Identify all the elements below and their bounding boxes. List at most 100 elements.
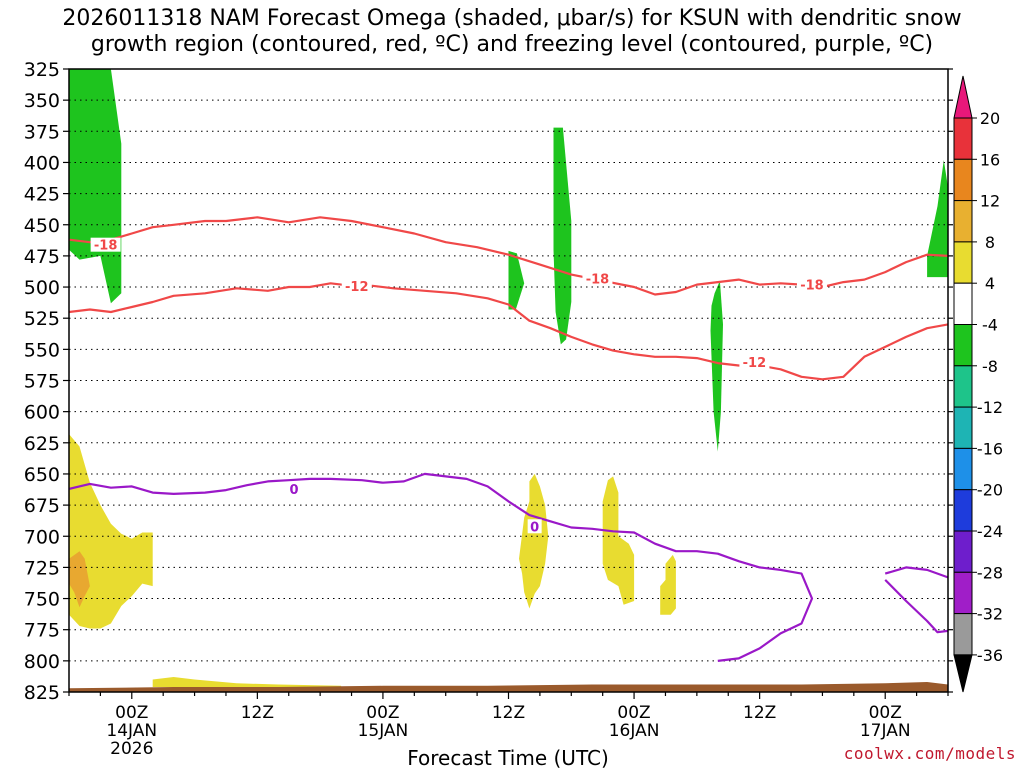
x-tick-label: 12Z bbox=[492, 703, 525, 723]
colorbar-label: -32 bbox=[977, 605, 1003, 624]
contour-label-bg bbox=[527, 519, 542, 534]
x-tick-label: 00Z bbox=[869, 703, 902, 723]
plot-content: -18 -18 -18 -12 -12 0 0 bbox=[69, 69, 948, 692]
omega-colorbar: 20 16 12 8 4 -4 -8 -12 -16 -20 -24 -28 -32 -36 bbox=[953, 75, 1003, 693]
plot-area: -18 -18 -18 -12 -12 0 0 bbox=[69, 69, 948, 692]
colorbar-label: -12 bbox=[977, 398, 1003, 417]
plot-frame bbox=[68, 68, 949, 693]
colorbar-box bbox=[953, 117, 973, 160]
colorbar-box bbox=[953, 489, 973, 532]
contour-label: -12 bbox=[345, 280, 369, 295]
x-tick-label: 15JAN bbox=[358, 721, 409, 741]
x-tick-label: 00Z bbox=[115, 703, 148, 723]
colorbar-label: -16 bbox=[977, 439, 1003, 458]
chart-title-line-2: growth region (contoured, red, ºC) and f… bbox=[90, 32, 934, 57]
colorbar-box bbox=[953, 324, 973, 367]
y-tick-label: 775 bbox=[24, 620, 60, 642]
colorbar-bottom-arrow bbox=[953, 654, 973, 693]
y-tick-label: 375 bbox=[24, 121, 60, 143]
x-tick-label: 14JAN bbox=[106, 721, 157, 741]
omega-shade-2 bbox=[553, 127, 572, 345]
x-tick-label: 16JAN bbox=[609, 721, 660, 741]
x-tick-label: 2026 bbox=[110, 739, 153, 759]
contour-line-1 bbox=[69, 282, 948, 381]
y-tick-label: 725 bbox=[24, 557, 60, 579]
omega-shade-3 bbox=[710, 280, 723, 452]
x-tick-label: 00Z bbox=[617, 703, 650, 723]
contour-label-bg bbox=[341, 278, 372, 293]
contour-label: 0 bbox=[289, 483, 298, 498]
contour-label-bg bbox=[90, 237, 121, 252]
colorbar-box bbox=[953, 406, 973, 449]
contour-line-2 bbox=[69, 472, 814, 662]
colorbar-label: 20 bbox=[980, 109, 1000, 128]
colorbar-box bbox=[953, 447, 973, 491]
site-credit: coolwx.com/models bbox=[843, 744, 1016, 763]
omega-shade-0 bbox=[69, 69, 122, 304]
y-tick-label: 475 bbox=[24, 246, 60, 268]
colorbar-label: -4 bbox=[982, 316, 998, 335]
y-tick-label: 825 bbox=[24, 682, 60, 704]
colorbar-box bbox=[953, 571, 973, 615]
y-tick-label: 600 bbox=[24, 402, 60, 424]
omega-shade-8 bbox=[660, 554, 676, 615]
x-tick-label: 00Z bbox=[366, 703, 399, 723]
omega-shade-4 bbox=[927, 160, 948, 278]
contour-label: 0 bbox=[530, 520, 539, 535]
x-axis-title: Forecast Time (UTC) bbox=[407, 746, 609, 770]
contour-label-bg bbox=[582, 271, 613, 286]
colorbar-label: 16 bbox=[980, 150, 1000, 169]
y-tick-label: 450 bbox=[24, 215, 60, 237]
y-tick-label: 350 bbox=[24, 90, 60, 112]
contour-label-bg bbox=[739, 354, 770, 369]
omega-shade-10 bbox=[152, 677, 342, 687]
colorbar-box bbox=[953, 282, 973, 326]
y-tick-label: 550 bbox=[24, 339, 60, 361]
omega-shade-1 bbox=[508, 250, 525, 310]
omega-shade-6 bbox=[519, 473, 549, 609]
contour-label-bg bbox=[796, 277, 827, 292]
axes: 325 350 375 400 425 450 475 500 525 550 575 600 625 6… bbox=[24, 59, 953, 759]
contour-label: -18 bbox=[800, 279, 824, 294]
x-tick-label: 17JAN bbox=[860, 721, 911, 741]
terrain-ground bbox=[69, 682, 948, 692]
colorbar-label: -24 bbox=[977, 522, 1003, 541]
colorbar-box bbox=[953, 200, 973, 243]
colorbar-top-arrow bbox=[953, 75, 973, 119]
contour-label: -18 bbox=[586, 272, 610, 287]
colorbar-label: -36 bbox=[977, 646, 1003, 665]
omega-shade-7 bbox=[602, 476, 635, 605]
y-tick-label: 650 bbox=[24, 464, 60, 486]
colorbar-label: 8 bbox=[985, 233, 995, 252]
contour-label: -12 bbox=[743, 356, 767, 371]
y-tick-label: 500 bbox=[24, 277, 60, 299]
y-tick-label: 675 bbox=[24, 495, 60, 517]
colorbar-box bbox=[953, 530, 973, 573]
colorbar-box bbox=[953, 613, 973, 656]
colorbar-label: -20 bbox=[977, 481, 1003, 500]
colorbar-label: 4 bbox=[985, 274, 995, 293]
contour-label: -18 bbox=[94, 239, 118, 254]
y-tick-label: 625 bbox=[24, 433, 60, 455]
colorbar-label: 12 bbox=[980, 192, 1000, 211]
chart-title-line-1: 2026011318 NAM Forecast Omega (shaded, μ… bbox=[62, 6, 962, 31]
y-tick-label: 800 bbox=[24, 651, 60, 673]
x-tick-label: 12Z bbox=[743, 703, 776, 723]
colorbar-box bbox=[953, 365, 973, 408]
y-tick-label: 425 bbox=[24, 184, 60, 206]
colorbar-label: -8 bbox=[982, 357, 998, 376]
x-tick-label: 12Z bbox=[241, 703, 274, 723]
colorbar-box bbox=[953, 158, 973, 202]
contour-line-4 bbox=[884, 579, 948, 634]
y-tick-label: 525 bbox=[24, 308, 60, 330]
y-tick-label: 700 bbox=[24, 526, 60, 548]
colorbar-box bbox=[953, 241, 973, 284]
y-tick-label: 325 bbox=[24, 59, 60, 81]
omega-shade-5 bbox=[69, 434, 153, 629]
contour-label-bg bbox=[286, 481, 301, 496]
y-tick-label: 750 bbox=[24, 589, 60, 611]
contour-line-3 bbox=[884, 566, 948, 579]
y-tick-label: 400 bbox=[24, 152, 60, 174]
omega-shade-9 bbox=[69, 551, 90, 608]
